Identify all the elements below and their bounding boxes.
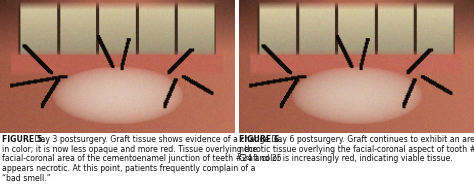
Text: necrotic tissue overlying the facial-coronal aspect of tooth #24.: necrotic tissue overlying the facial-cor… bbox=[239, 145, 474, 154]
Text: “bad smell.”: “bad smell.” bbox=[2, 174, 51, 183]
Text: FIGURE 5.: FIGURE 5. bbox=[2, 135, 45, 144]
Text: FIGURE 6.: FIGURE 6. bbox=[239, 135, 282, 144]
Text: in color; it is now less opaque and more red. Tissue overlying the: in color; it is now less opaque and more… bbox=[2, 145, 257, 154]
Text: appears necrotic. At this point, patients frequently complain of a: appears necrotic. At this point, patient… bbox=[2, 164, 255, 173]
Text: Day 3 postsurgery. Graft tissue shows evidence of a change: Day 3 postsurgery. Graft tissue shows ev… bbox=[32, 135, 270, 144]
Text: Day 6 postsurgery. Graft continues to exhibit an area of: Day 6 postsurgery. Graft continues to ex… bbox=[269, 135, 474, 144]
Text: Graft color is increasingly red, indicating viable tissue.: Graft color is increasingly red, indicat… bbox=[239, 154, 453, 163]
Text: facial-coronal area of the cementoenamel junction of teeth #24 and 25: facial-coronal area of the cementoenamel… bbox=[2, 154, 282, 163]
